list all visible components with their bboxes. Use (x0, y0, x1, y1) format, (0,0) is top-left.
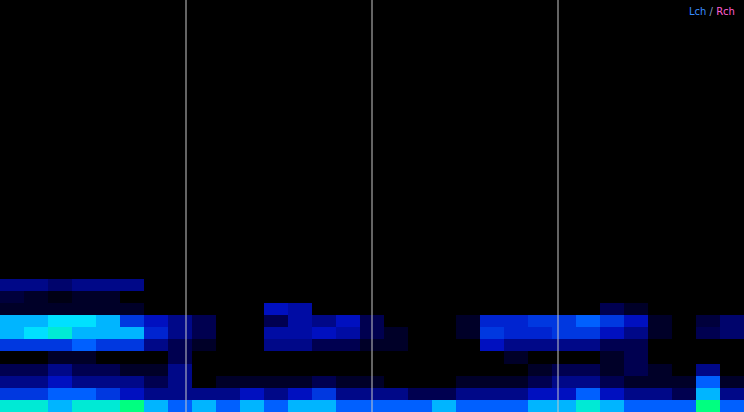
svg-text:Lch / Rch: Lch / Rch (689, 6, 735, 17)
